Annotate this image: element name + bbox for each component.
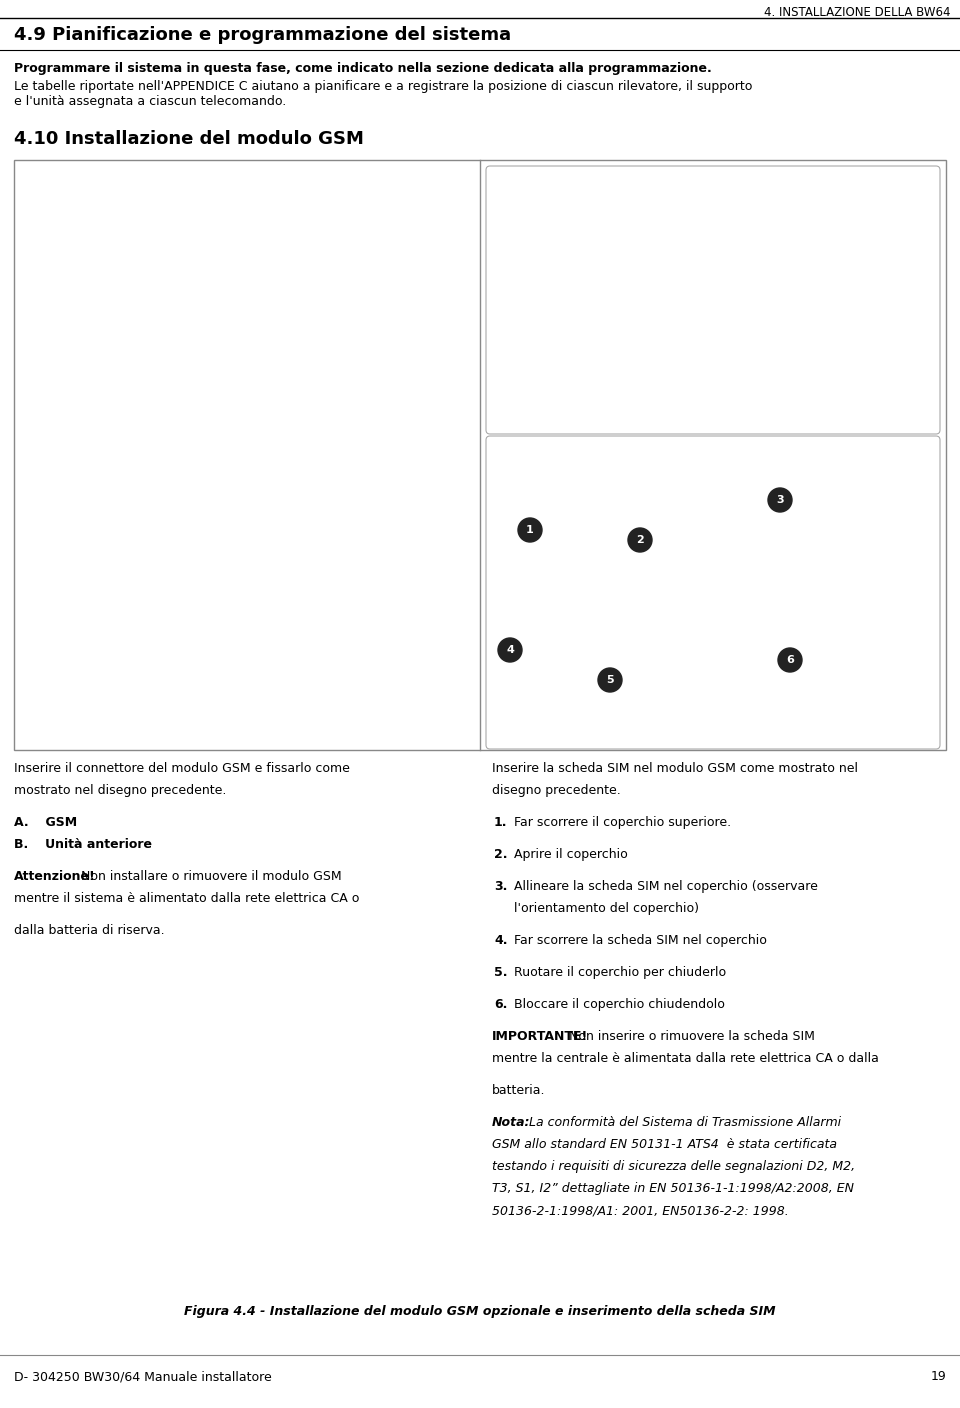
Text: e l'unità assegnata a ciascun telecomando.: e l'unità assegnata a ciascun telecomand… — [14, 94, 286, 108]
Text: 6.: 6. — [494, 998, 508, 1011]
Text: Aprire il coperchio: Aprire il coperchio — [514, 848, 628, 862]
Text: 3.: 3. — [494, 880, 508, 893]
Text: 50136-2-1:1998/A1: 2001, EN50136-2-2: 1998.: 50136-2-1:1998/A1: 2001, EN50136-2-2: 19… — [492, 1204, 789, 1217]
Text: 4.10 Installazione del modulo GSM: 4.10 Installazione del modulo GSM — [14, 130, 364, 148]
Text: 19: 19 — [930, 1370, 946, 1383]
FancyBboxPatch shape — [486, 166, 940, 434]
Text: mentre il sistema è alimentato dalla rete elettrica CA o: mentre il sistema è alimentato dalla ret… — [14, 893, 359, 905]
Text: Bloccare il coperchio chiudendolo: Bloccare il coperchio chiudendolo — [514, 998, 725, 1011]
Text: 2: 2 — [636, 535, 644, 545]
Text: 5.: 5. — [494, 966, 508, 979]
Text: 5: 5 — [606, 674, 613, 686]
Text: Inserire il connettore del modulo GSM e fissarlo come: Inserire il connettore del modulo GSM e … — [14, 762, 349, 774]
Text: Inserire la scheda SIM nel modulo GSM come mostrato nel: Inserire la scheda SIM nel modulo GSM co… — [492, 762, 858, 774]
Circle shape — [778, 648, 802, 672]
Text: testando i requisiti di sicurezza delle segnalazioni D2, M2,: testando i requisiti di sicurezza delle … — [492, 1160, 855, 1173]
Text: IMPORTANTE!: IMPORTANTE! — [492, 1031, 588, 1043]
Text: Non installare o rimuovere il modulo GSM: Non installare o rimuovere il modulo GSM — [77, 870, 342, 883]
Circle shape — [598, 667, 622, 691]
Text: B.  Unità anteriore: B. Unità anteriore — [14, 838, 152, 850]
Text: Far scorrere la scheda SIM nel coperchio: Far scorrere la scheda SIM nel coperchio — [514, 934, 767, 948]
Circle shape — [768, 489, 792, 513]
Text: D- 304250 BW30/64 Manuale installatore: D- 304250 BW30/64 Manuale installatore — [14, 1370, 272, 1383]
Text: mostrato nel disegno precedente.: mostrato nel disegno precedente. — [14, 784, 227, 797]
Text: disegno precedente.: disegno precedente. — [492, 784, 621, 797]
Text: Ruotare il coperchio per chiuderlo: Ruotare il coperchio per chiuderlo — [514, 966, 726, 979]
Text: Le tabelle riportate nell'APPENDICE C aiutano a pianificare e a registrare la po: Le tabelle riportate nell'APPENDICE C ai… — [14, 80, 753, 93]
Text: 1.: 1. — [494, 817, 508, 829]
Circle shape — [628, 528, 652, 552]
Text: dalla batteria di riserva.: dalla batteria di riserva. — [14, 924, 164, 936]
Text: Figura 4.4 - Installazione del modulo GSM opzionale e inserimento della scheda S: Figura 4.4 - Installazione del modulo GS… — [184, 1305, 776, 1318]
Text: batteria.: batteria. — [492, 1084, 545, 1097]
Text: Attenzione!: Attenzione! — [14, 870, 96, 883]
Text: La conformità del Sistema di Trasmissione Allarmi: La conformità del Sistema di Trasmission… — [525, 1117, 841, 1129]
Text: 6: 6 — [786, 655, 794, 665]
Text: 4.9 Pianificazione e programmazione del sistema: 4.9 Pianificazione e programmazione del … — [14, 25, 511, 44]
Text: GSM allo standard EN 50131-1 ATS4  è stata certificata: GSM allo standard EN 50131-1 ATS4 è stat… — [492, 1138, 837, 1150]
Text: 1: 1 — [526, 525, 534, 535]
Text: Nota:: Nota: — [492, 1117, 531, 1129]
Text: Far scorrere il coperchio superiore.: Far scorrere il coperchio superiore. — [514, 817, 732, 829]
Bar — [14, 161, 946, 750]
Text: 3: 3 — [777, 496, 783, 505]
Text: 4. INSTALLAZIONE DELLA BW64: 4. INSTALLAZIONE DELLA BW64 — [763, 6, 950, 18]
Text: A.  GSM: A. GSM — [14, 817, 77, 829]
Text: Non inserire o rimuovere la scheda SIM: Non inserire o rimuovere la scheda SIM — [565, 1031, 815, 1043]
FancyBboxPatch shape — [486, 436, 940, 749]
Text: T3, S1, I2” dettagliate in EN 50136-1-1:1998/A2:2008, EN: T3, S1, I2” dettagliate in EN 50136-1-1:… — [492, 1181, 854, 1195]
Circle shape — [498, 638, 522, 662]
Text: mentre la centrale è alimentata dalla rete elettrica CA o dalla: mentre la centrale è alimentata dalla re… — [492, 1052, 878, 1064]
Text: l'orientamento del coperchio): l'orientamento del coperchio) — [514, 903, 699, 915]
Text: Allineare la scheda SIM nel coperchio (osservare: Allineare la scheda SIM nel coperchio (o… — [514, 880, 818, 893]
Text: Programmare il sistema in questa fase, come indicato nella sezione dedicata alla: Programmare il sistema in questa fase, c… — [14, 62, 711, 75]
Text: 4: 4 — [506, 645, 514, 655]
Text: 4.: 4. — [494, 934, 508, 948]
Circle shape — [518, 518, 542, 542]
Text: 2.: 2. — [494, 848, 508, 862]
